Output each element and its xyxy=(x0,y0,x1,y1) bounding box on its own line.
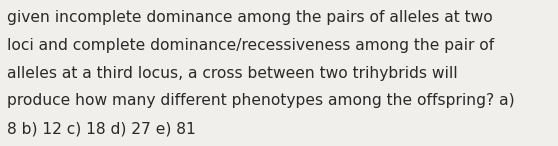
Text: given incomplete dominance among the pairs of alleles at two: given incomplete dominance among the pai… xyxy=(7,10,493,25)
Text: loci and complete dominance/recessiveness among the pair of: loci and complete dominance/recessivenes… xyxy=(7,38,494,53)
Text: alleles at a third locus, a cross between two trihybrids will: alleles at a third locus, a cross betwee… xyxy=(7,66,458,81)
Text: produce how many different phenotypes among the offspring? a): produce how many different phenotypes am… xyxy=(7,93,514,108)
Text: 8 b) 12 c) 18 d) 27 e) 81: 8 b) 12 c) 18 d) 27 e) 81 xyxy=(7,121,195,136)
